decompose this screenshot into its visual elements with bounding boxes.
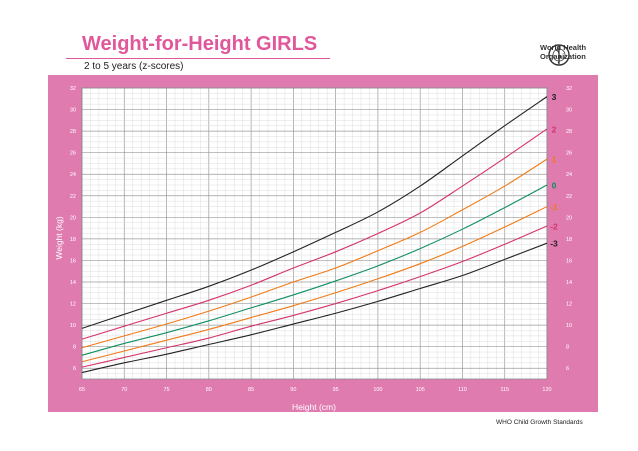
x-axis-label: Height (cm) — [292, 402, 336, 412]
y-axis-label: Weight (kg) — [54, 216, 64, 259]
chart-subtitle: 2 to 5 years (z-scores) — [84, 61, 184, 72]
series-label-z-2: -2 — [550, 221, 558, 231]
y-tick-label-left: 28 — [70, 129, 76, 135]
y-tick-label-left: 32 — [70, 86, 76, 92]
x-tick-label: 85 — [248, 387, 254, 393]
y-tick-label-right: 18 — [566, 237, 572, 243]
y-tick-label-left: 20 — [70, 215, 76, 221]
x-tick-label: 90 — [290, 387, 296, 393]
y-tick-label-left: 14 — [70, 280, 76, 286]
y-tick-label-right: 8 — [566, 345, 569, 351]
series-line-z-1 — [81, 206, 548, 363]
series-label-z1: 1 — [552, 155, 557, 165]
y-tick-label-right: 30 — [566, 108, 572, 114]
who-logo-text: World Health Organization — [540, 43, 587, 61]
x-tick-label: 70 — [121, 387, 127, 393]
y-tick-label-right: 32 — [566, 86, 572, 92]
plot-border — [81, 87, 548, 380]
y-tick-label-left: 10 — [70, 323, 76, 329]
y-tick-label-left: 16 — [70, 258, 76, 264]
series-labels: 3 2 1 0 -1 -2 -3 — [550, 92, 558, 249]
x-tick-label: 65 — [79, 387, 85, 393]
y-tick-label-right: 26 — [566, 151, 572, 157]
series-label-z0: 0 — [552, 181, 557, 191]
series-label-z3: 3 — [552, 92, 557, 102]
y-tick-label-left: 18 — [70, 237, 76, 243]
y-tick-label-right: 22 — [566, 194, 572, 200]
y-tick-label-left: 24 — [70, 172, 76, 178]
x-tick-label: 105 — [416, 387, 425, 393]
x-tick-label: 100 — [373, 387, 382, 393]
y-tick-label-right: 20 — [566, 215, 572, 221]
y-tick-label-right: 24 — [566, 172, 572, 178]
series-label-z2: 2 — [552, 124, 557, 134]
y-tick-label-right: 14 — [566, 280, 572, 286]
series-label-z-3: -3 — [550, 239, 558, 249]
y-tick-label-right: 28 — [566, 129, 572, 135]
org-name-line1: World Health — [540, 43, 587, 52]
org-name-line2: Organization — [540, 51, 586, 61]
series-line-z0 — [81, 184, 548, 356]
x-tick-label: 95 — [333, 387, 339, 393]
x-tick-label: 120 — [542, 387, 551, 393]
series-line-z2 — [81, 128, 548, 340]
y-tick-label-left: 12 — [70, 302, 76, 308]
y-tick-label-right: 10 — [566, 323, 572, 329]
series-label-z-1: -1 — [550, 202, 558, 212]
who-emblem-icon — [548, 44, 570, 66]
series-line-z1 — [81, 158, 548, 349]
x-tick-label: 115 — [500, 387, 509, 393]
y-tick-label-right: 16 — [566, 258, 572, 264]
series-line-z-2 — [81, 225, 548, 368]
y-tick-label-left: 26 — [70, 151, 76, 157]
chart-title: Weight-for-Height GIRLS — [82, 33, 318, 55]
series-line-z-3 — [81, 242, 548, 374]
y-tick-label-left: 30 — [70, 108, 76, 114]
series-lines — [81, 96, 548, 374]
x-tick-label: 80 — [206, 387, 212, 393]
series-line-z3 — [81, 96, 548, 329]
source-note: WHO Child Growth Standards — [496, 419, 583, 426]
x-tick-label: 75 — [163, 387, 169, 393]
y-tick-label-left: 8 — [73, 345, 76, 351]
y-tick-label-right: 12 — [566, 302, 572, 308]
y-tick-label-left: 22 — [70, 194, 76, 200]
x-tick-label: 110 — [458, 387, 467, 393]
y-tick-label-left: 6 — [73, 366, 76, 372]
grid-lines — [81, 87, 548, 380]
y-tick-label-right: 6 — [566, 366, 569, 372]
title-underline — [66, 58, 330, 59]
